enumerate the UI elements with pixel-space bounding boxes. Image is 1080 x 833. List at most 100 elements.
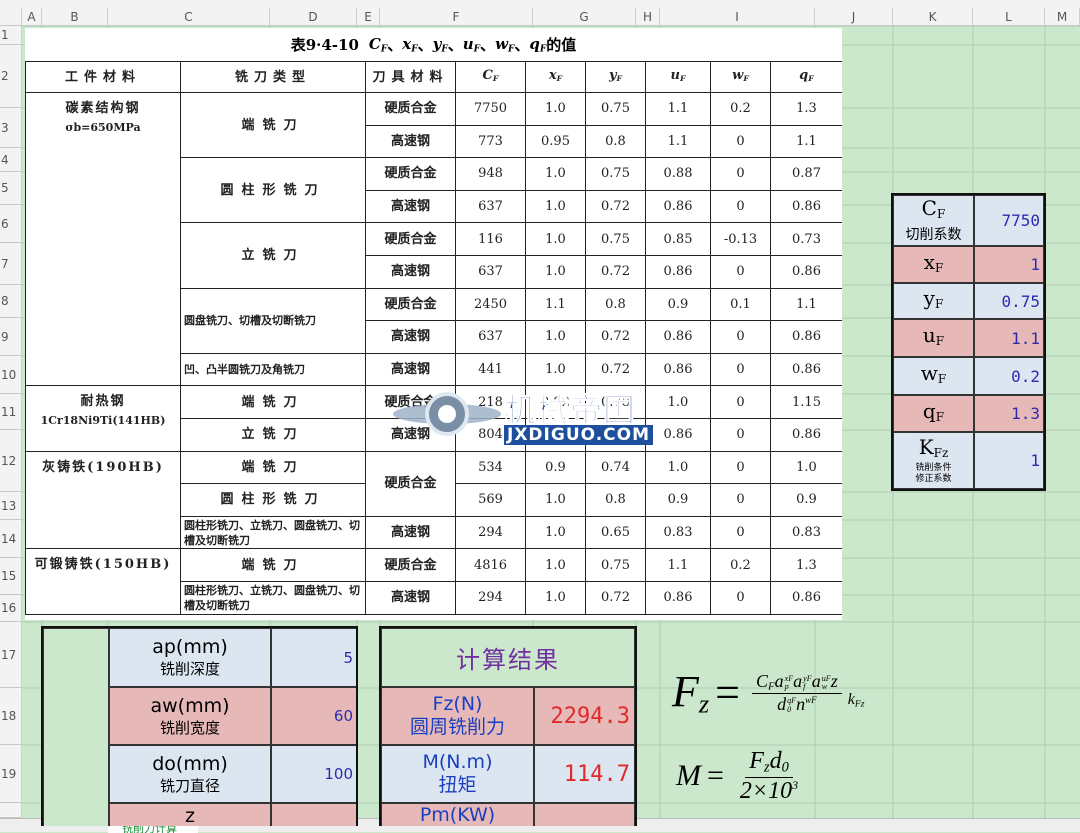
subscript: F (507, 44, 515, 55)
symbol-base: y (432, 34, 442, 53)
row-header: 11 (0, 394, 22, 430)
value-cell: 4816 (455, 548, 526, 582)
cutter-cell: 立铣刀 (180, 417, 366, 452)
material-note: 1Cr18Ni9Ti(141HB) (40, 414, 166, 428)
table-row: 高速钢 637 1.0 0.72 0.86 0 0.86 (26, 254, 842, 289)
subscript: F (492, 73, 499, 83)
value-cell: 0.86 (770, 417, 842, 452)
subscript: F (935, 409, 945, 424)
input-value (271, 803, 356, 826)
value-cell: 0.9 (770, 483, 842, 517)
formula: Fz = CFa xF p a yF f a uF w z d qF 0 nwF kFz (672, 666, 864, 720)
symbol: yF (924, 288, 944, 314)
tool-cell: 硬质合金 (365, 157, 456, 191)
symbol: CF (922, 198, 946, 224)
tool-cell: 高速钢 (365, 320, 456, 354)
value-cell: 0.2 (710, 548, 771, 582)
tool-cell: 高速钢 (365, 580, 456, 615)
watermark: 机械帝国 JXDIGUO.COM (392, 385, 692, 447)
superscript: 3 (792, 777, 799, 792)
coefficient-value: 1 (974, 246, 1044, 283)
coefficient-label: qF (893, 395, 974, 432)
input-desc: 铣刀直径 (159, 776, 220, 795)
value-cell: 0 (710, 515, 771, 550)
input-name: ap(mm) (152, 636, 228, 658)
row-header: 16 (0, 595, 22, 622)
symbol-base: a (811, 670, 821, 691)
value-cell: 0.75 (585, 548, 646, 582)
input-label: aw(mm) 铣削宽度 (109, 687, 271, 745)
coefficient-label: wF (893, 357, 974, 395)
value-cell: 637 (455, 254, 526, 289)
symbol-base: C (756, 670, 769, 691)
symbol: nwF (796, 694, 817, 714)
value-cell: 637 (455, 320, 526, 354)
input-value[interactable]: 60 (271, 687, 356, 745)
header-row: 工件材料 铣刀类型 刀具材料 CF xF yF uF wF qF (25, 61, 842, 93)
value-cell: 569 (455, 483, 526, 517)
symbol-base: w (920, 361, 938, 385)
symbol-base: M (676, 759, 701, 793)
value-cell: 2450 (455, 287, 526, 322)
value-cell: 1.0 (525, 254, 586, 289)
cutter-cell: 立铣刀 (180, 222, 366, 289)
value-cell: 0.8 (585, 483, 646, 517)
script-stack: qF 0 (787, 697, 796, 713)
subscript: F (743, 73, 749, 83)
table-row: 灰铸铁(190HB) 端铣刀 硬质合金 534 0.9 0.74 1.0 0 1.0 (25, 450, 842, 550)
value-cell: 0.87 (770, 157, 842, 191)
cutter-cell: 凹、凸半圆铣刀及角铣刀 (180, 352, 366, 387)
value-cell: 0 (710, 254, 771, 289)
result-value: 114.7 (534, 745, 635, 803)
table-row: 圆柱形铣刀 硬质合金 948 1.0 0.75 0.88 0 0.87 (26, 157, 842, 224)
cutter-cell: 圆盘铣刀、切槽及切断铣刀 (180, 287, 366, 354)
input-value[interactable]: 5 (271, 628, 356, 687)
input-desc: 铣削深度 (159, 660, 220, 678)
row-header: 18 (0, 688, 22, 745)
symbol-base: K (918, 434, 934, 459)
value-cell: 0.86 (770, 254, 842, 289)
result-name: M(N.m) (422, 751, 493, 773)
table-row: 圆柱形铣刀、立铣刀、圆盘铣刀、切槽及切断铣刀 高速钢 294 1.0 0.72 0.86 0… (26, 580, 842, 615)
input-value[interactable]: 100 (271, 745, 356, 803)
separator: 、 (387, 36, 403, 54)
value-cell: 0.73 (770, 222, 842, 256)
value-cell: 0.2 (710, 92, 771, 126)
column-header: I (660, 8, 815, 26)
tool-cell: 硬质合金 (365, 222, 456, 256)
separator: 、 (417, 36, 433, 54)
material: 灰铸铁(190HB) (42, 459, 164, 475)
table-row: 高速钢 637 1.0 0.72 0.86 0 0.86 (26, 320, 842, 354)
material-note: σb=650MPa (65, 121, 141, 134)
value-cell: 1.0 (525, 189, 586, 224)
row-header: 2 (0, 45, 22, 108)
value-cell: 294 (455, 580, 526, 615)
column-header: M (1045, 8, 1080, 26)
row-header: 19 (0, 745, 22, 803)
cutter-cell: 圆柱形铣刀、立铣刀、圆盘铣刀、切槽及切断铣刀 (180, 515, 366, 550)
coefficient-value: 1 (974, 432, 1044, 489)
input-box: ap(mm) 铣削深度 5 aw(mm) 铣削宽度 60 do(mm) 铣刀直径 100 z (41, 626, 358, 826)
tool-cell: 高速钢 (365, 352, 456, 387)
symbol: qF (529, 35, 546, 54)
symbol-base: C (921, 195, 937, 220)
value-cell: 0.83 (770, 515, 842, 550)
coefficient-label: yF (893, 283, 974, 319)
symbol-base: y (608, 68, 617, 84)
symbol: uF (463, 35, 480, 54)
value-cell: 1.0 (525, 483, 586, 517)
value-cell: 0.86 (645, 417, 711, 452)
cutter-cell: 圆柱形铣刀、立铣刀、圆盘铣刀、切槽及切断铣刀 (180, 580, 366, 615)
value-cell: 0.86 (645, 580, 711, 615)
subscript: F (934, 260, 944, 275)
row-header: 4 (0, 148, 22, 172)
subscript: w (821, 681, 828, 691)
row-header: 13 (0, 492, 22, 520)
header-cell: 刀具材料 (365, 61, 456, 93)
row-header: 7 (0, 243, 22, 285)
numerator: Fzd0 (745, 748, 793, 778)
row-header: 9 (0, 318, 22, 356)
symbol-base: u (922, 323, 936, 347)
value-cell: 0.1 (710, 287, 771, 322)
